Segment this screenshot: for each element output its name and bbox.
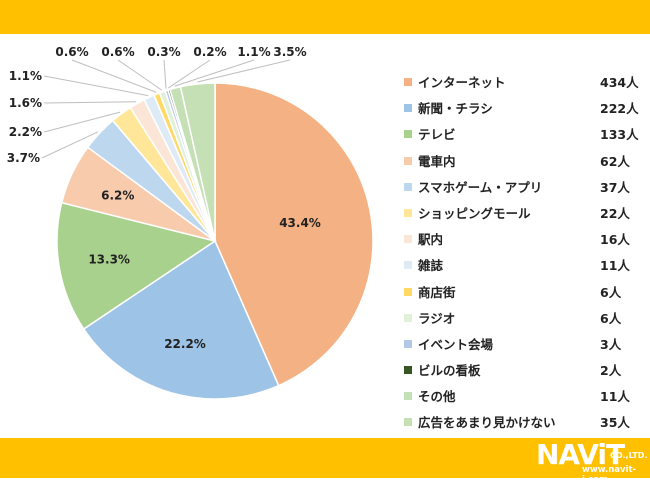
- slice-label: 0.6%: [55, 45, 88, 59]
- legend-item: 商店街 6人: [404, 282, 644, 308]
- slice-label: 13.3%: [88, 252, 130, 266]
- legend-label: 商店街: [418, 284, 456, 300]
- legend-count: 2人: [600, 363, 622, 379]
- legend-count: 62人: [600, 153, 630, 169]
- legend-item: 広告をあまり見かけない 35人: [404, 412, 644, 438]
- leader-line: [71, 59, 157, 93]
- legend-label: 新聞・チラシ: [418, 101, 493, 117]
- legend-swatch: [404, 104, 412, 113]
- legend-count: 11人: [600, 258, 630, 274]
- legend-item: ビルの看板 2人: [404, 360, 644, 386]
- legend-label: 広告をあまり見かけない: [418, 415, 556, 431]
- legend-count: 16人: [600, 232, 630, 248]
- leader-line: [117, 59, 163, 91]
- slice-label: 0.6%: [101, 45, 134, 59]
- legend-item: ラジオ 6人: [404, 308, 644, 334]
- top-banner: [0, 0, 650, 34]
- navit-logo: NAViT CO.,LTD. www.navit-j.com: [536, 438, 648, 485]
- legend-swatch: [404, 366, 412, 375]
- legend-item: 電車内 62人: [404, 151, 644, 177]
- logo-wordmark: NAViT: [536, 438, 625, 471]
- legend-count: 133人: [600, 127, 639, 143]
- legend-swatch: [404, 261, 412, 270]
- legend-swatch: [404, 78, 412, 86]
- legend-item: その他 11人: [404, 386, 644, 412]
- leader-line: [43, 101, 137, 104]
- legend-count: 6人: [600, 284, 622, 300]
- slice-label: 43.4%: [279, 216, 321, 230]
- logo-url: www.navit-j.com: [582, 465, 637, 485]
- slice-label: 22.2%: [164, 337, 206, 351]
- legend-swatch: [404, 156, 412, 165]
- legend-swatch: [404, 130, 412, 139]
- logo-suffix: CO.,LTD.: [610, 451, 648, 460]
- leader-line: [197, 59, 291, 83]
- slice-label: 1.1%: [9, 69, 42, 83]
- legend-item: インターネット 434人: [404, 72, 644, 98]
- legend-item: ショッピングモール 22人: [404, 203, 644, 229]
- slice-label: 0.3%: [147, 45, 180, 59]
- legend-item: 新聞・チラシ 222人: [404, 98, 644, 124]
- legend-swatch: [404, 287, 412, 296]
- slice-label: 6.2%: [101, 188, 134, 202]
- legend-count: 3人: [600, 336, 622, 352]
- legend-label: 駅内: [418, 232, 444, 248]
- leader-line: [43, 111, 121, 133]
- legend-label: スマホゲーム・アプリ: [418, 179, 543, 195]
- legend-label: 電車内: [418, 153, 456, 169]
- legend-swatch: [404, 182, 412, 191]
- legend-count: 22人: [600, 205, 630, 221]
- legend-label: ショッピングモール: [418, 205, 531, 221]
- leader-line: [41, 131, 99, 159]
- legend-label: 雑誌: [418, 258, 444, 274]
- legend-count: 37人: [600, 179, 630, 195]
- legend-label: テレビ: [418, 127, 456, 143]
- legend-swatch: [404, 208, 412, 217]
- leader-line: [43, 75, 149, 97]
- legend: インターネット 434人新聞・チラシ 222人テレビ 133人電車内 62人スマホゲーム…: [404, 72, 644, 439]
- bottom-banner: [0, 438, 650, 478]
- slice-label: 1.6%: [9, 96, 42, 110]
- leader-line: [168, 59, 211, 89]
- slice-label: 3.5%: [273, 45, 306, 59]
- legend-label: ビルの看板: [418, 363, 481, 379]
- legend-item: イベント会場 3人: [404, 334, 644, 360]
- legend-item: スマホゲーム・アプリ 37人: [404, 177, 644, 203]
- legend-label: ラジオ: [418, 310, 456, 326]
- legend-item: テレビ 133人: [404, 124, 644, 150]
- legend-count: 35人: [600, 415, 630, 431]
- slice-label: 3.7%: [7, 151, 40, 165]
- pie-slice: [179, 82, 216, 242]
- pie-slice: [56, 201, 217, 331]
- slice-label: 1.1%: [237, 45, 270, 59]
- legend-count: 222人: [600, 101, 639, 117]
- pie-slice: [82, 239, 280, 400]
- pie-chart: 43.4% 22.2% 13.3% 6.2% 3.7% 2.2% 1.6% 1.1% 0.6% 0…: [7, 45, 374, 400]
- legend-label: イベント会場: [418, 336, 494, 352]
- legend-swatch: [404, 392, 412, 401]
- legend-swatch: [404, 418, 412, 427]
- legend-swatch: [404, 339, 412, 348]
- legend-swatch: [404, 235, 412, 244]
- legend-item: 雑誌 11人: [404, 255, 644, 281]
- legend-label: その他: [418, 389, 456, 405]
- pie-slice: [214, 82, 374, 387]
- legend-label: インターネット: [418, 75, 506, 90]
- legend-count: 6人: [600, 310, 622, 326]
- legend-item: 駅内 16人: [404, 229, 644, 255]
- leader-line: [174, 59, 255, 87]
- legend-swatch: [404, 313, 412, 322]
- legend-count: 434人: [600, 75, 639, 90]
- leader-line: [163, 59, 167, 89]
- legend-count: 11人: [600, 389, 630, 405]
- slice-label: 2.2%: [9, 125, 42, 139]
- slice-label: 0.2%: [193, 45, 226, 59]
